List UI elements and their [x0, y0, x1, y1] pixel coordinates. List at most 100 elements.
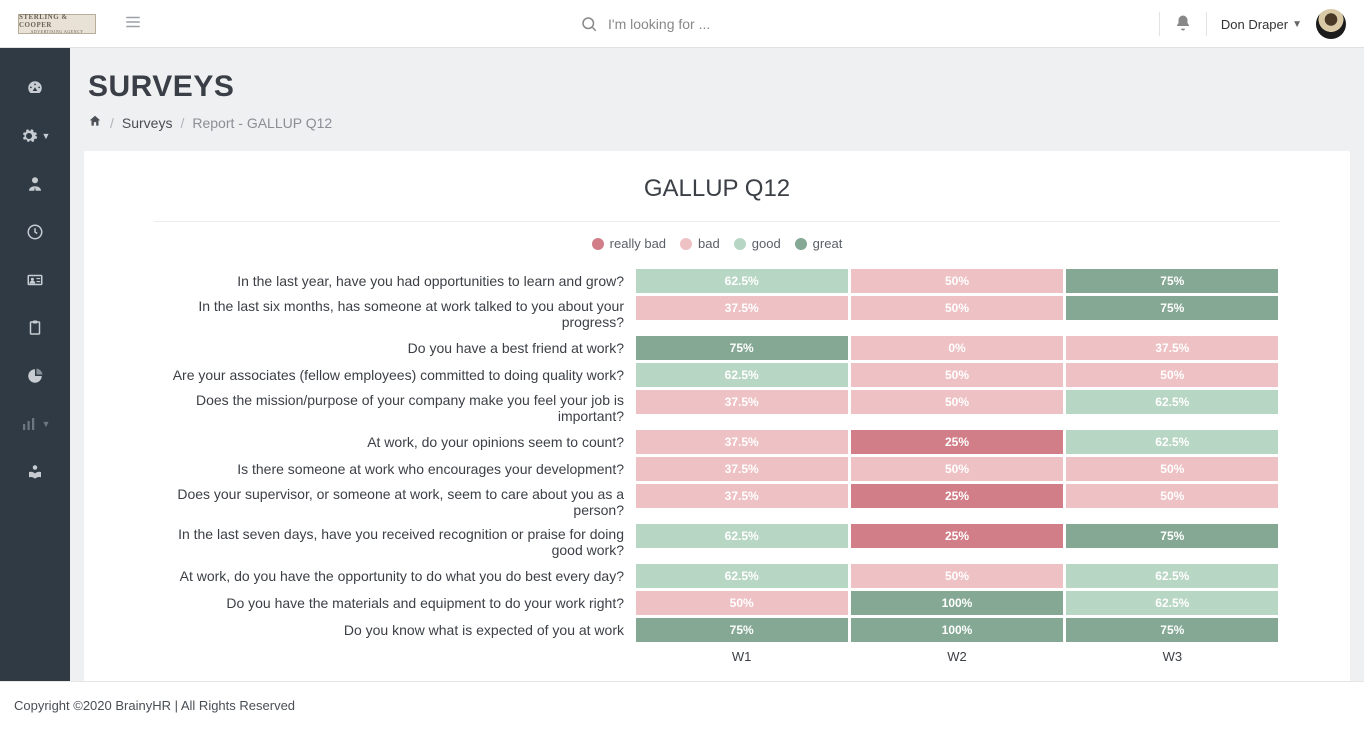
heatmap-cell[interactable]: 0% [851, 336, 1063, 360]
notifications-button[interactable] [1174, 14, 1192, 35]
heatmap-cell[interactable]: 25% [851, 484, 1063, 508]
breadcrumb-surveys[interactable]: Surveys [122, 115, 173, 131]
breadcrumb-home[interactable] [88, 114, 102, 131]
heatmap-cell[interactable]: 50% [1066, 457, 1278, 481]
heatmap-row: Are your associates (fellow employees) c… [154, 361, 1280, 388]
heatmap-cell[interactable]: 62.5% [636, 564, 848, 588]
heatmap-row-label: Does your supervisor, or someone at work… [154, 482, 634, 522]
heatmap-row-label: Are your associates (fellow employees) c… [154, 361, 634, 388]
logo[interactable]: STERLING & COOPER ADVERTISING AGENCY [18, 14, 96, 34]
avatar[interactable] [1316, 9, 1346, 39]
heatmap-row-cells: 37.5%50%50% [634, 455, 1280, 482]
heatmap-cell[interactable]: 62.5% [1066, 430, 1278, 454]
heatmap-cell[interactable]: 75% [636, 336, 848, 360]
heatmap-row: Does your supervisor, or someone at work… [154, 482, 1280, 522]
heatmap-cell[interactable]: 37.5% [636, 390, 848, 414]
dashboard-icon [26, 79, 44, 97]
search-box[interactable] [580, 0, 868, 48]
legend-item[interactable]: really bad [592, 236, 666, 251]
heatmap-row: At work, do your opinions seem to count?… [154, 428, 1280, 455]
sidebar-item-settings[interactable]: ▼ [0, 116, 70, 156]
heatmap-cell[interactable]: 50% [1066, 363, 1278, 387]
legend-item[interactable]: great [795, 236, 843, 251]
heatmap-row-label: In the last six months, has someone at w… [154, 294, 634, 334]
heatmap-cell[interactable]: 50% [851, 457, 1063, 481]
heatmap-cell[interactable]: 75% [1066, 524, 1278, 548]
heatmap-row: Is there someone at work who encourages … [154, 455, 1280, 482]
heatmap-cell[interactable]: 37.5% [636, 457, 848, 481]
heatmap-row-cells: 62.5%50%62.5% [634, 562, 1280, 589]
heatmap-cell[interactable]: 37.5% [636, 296, 848, 320]
breadcrumb-sep: / [110, 115, 114, 131]
sidebar-item-time[interactable] [0, 212, 70, 252]
legend-item[interactable]: bad [680, 236, 720, 251]
legend-swatch [734, 238, 746, 250]
heatmap-row: In the last year, have you had opportuni… [154, 267, 1280, 294]
user-menu[interactable]: Don Draper ▼ [1221, 17, 1302, 32]
heatmap-cell[interactable]: 50% [636, 591, 848, 615]
divider [1159, 12, 1160, 36]
user-name-label: Don Draper [1221, 17, 1288, 32]
heatmap-row-cells: 62.5%25%75% [634, 522, 1280, 562]
heatmap-cell[interactable]: 62.5% [1066, 591, 1278, 615]
logo-line2: ADVERTISING AGENCY [30, 29, 83, 34]
heatmap-cell[interactable]: 25% [851, 524, 1063, 548]
heatmap-cell[interactable]: 50% [851, 363, 1063, 387]
chevron-down-icon: ▼ [1292, 19, 1302, 30]
clipboard-icon [26, 319, 44, 337]
sidebar-item-learning[interactable] [0, 452, 70, 492]
heatmap-cell[interactable]: 37.5% [1066, 336, 1278, 360]
sidebar-item-dashboard[interactable] [0, 68, 70, 108]
legend-swatch [795, 238, 807, 250]
heatmap-cell[interactable]: 75% [1066, 296, 1278, 320]
breadcrumb-sep: / [180, 115, 184, 131]
heatmap-cell[interactable]: 62.5% [1066, 390, 1278, 414]
heatmap-cell[interactable]: 37.5% [636, 484, 848, 508]
heatmap-cell[interactable]: 50% [851, 390, 1063, 414]
heatmap-cell[interactable]: 62.5% [1066, 564, 1278, 588]
page-title: SURVEYS [88, 70, 1346, 104]
user-tie-icon [26, 175, 44, 193]
home-icon [88, 114, 102, 128]
heatmap-cell[interactable]: 75% [1066, 618, 1278, 642]
heatmap-cell[interactable]: 100% [851, 591, 1063, 615]
sidebar-item-analytics[interactable]: ▼ [0, 404, 70, 444]
chevron-down-icon: ▼ [42, 131, 51, 141]
heatmap-row: Does the mission/purpose of your company… [154, 388, 1280, 428]
pie-chart-icon [26, 367, 44, 385]
heatmap-cell[interactable]: 37.5% [636, 430, 848, 454]
heatmap-row-cells: 37.5%50%75% [634, 294, 1280, 334]
sidebar-item-people[interactable] [0, 164, 70, 204]
heatmap-table: In the last year, have you had opportuni… [154, 267, 1280, 643]
heatmap-cell[interactable]: 100% [851, 618, 1063, 642]
legend-item[interactable]: good [734, 236, 781, 251]
legend-label: great [813, 236, 843, 251]
heatmap-cell[interactable]: 50% [851, 269, 1063, 293]
heatmap-row: At work, do you have the opportunity to … [154, 562, 1280, 589]
heatmap-cell[interactable]: 75% [636, 618, 848, 642]
hamburger-icon[interactable] [124, 13, 142, 34]
heatmap-row: Do you have the materials and equipment … [154, 589, 1280, 616]
heatmap-cell[interactable]: 62.5% [636, 363, 848, 387]
heatmap-cell[interactable]: 62.5% [636, 524, 848, 548]
heatmap-row-cells: 75%0%37.5% [634, 334, 1280, 361]
search-input[interactable] [608, 16, 868, 32]
heatmap-row-cells: 37.5%25%62.5% [634, 428, 1280, 455]
spacer [154, 649, 634, 664]
heatmap-cell[interactable]: 62.5% [636, 269, 848, 293]
sidebar-item-clipboard[interactable] [0, 308, 70, 348]
breadcrumb: / Surveys / Report - GALLUP Q12 [88, 114, 1346, 131]
heatmap-cell[interactable]: 50% [851, 564, 1063, 588]
heatmap-row-label: In the last year, have you had opportuni… [154, 267, 634, 294]
settings-icon [20, 127, 38, 145]
heatmap-row-label: In the last seven days, have you receive… [154, 522, 634, 562]
sidebar-item-idcard[interactable] [0, 260, 70, 300]
legend-swatch [680, 238, 692, 250]
sidebar-item-reports[interactable] [0, 356, 70, 396]
heatmap-cell[interactable]: 50% [851, 296, 1063, 320]
heatmap-cell[interactable]: 75% [1066, 269, 1278, 293]
heatmap-cell[interactable]: 50% [1066, 484, 1278, 508]
search-icon [580, 15, 598, 33]
heatmap-cell[interactable]: 25% [851, 430, 1063, 454]
footer: Copyright ©2020 BrainyHR | All Rights Re… [0, 681, 1364, 729]
